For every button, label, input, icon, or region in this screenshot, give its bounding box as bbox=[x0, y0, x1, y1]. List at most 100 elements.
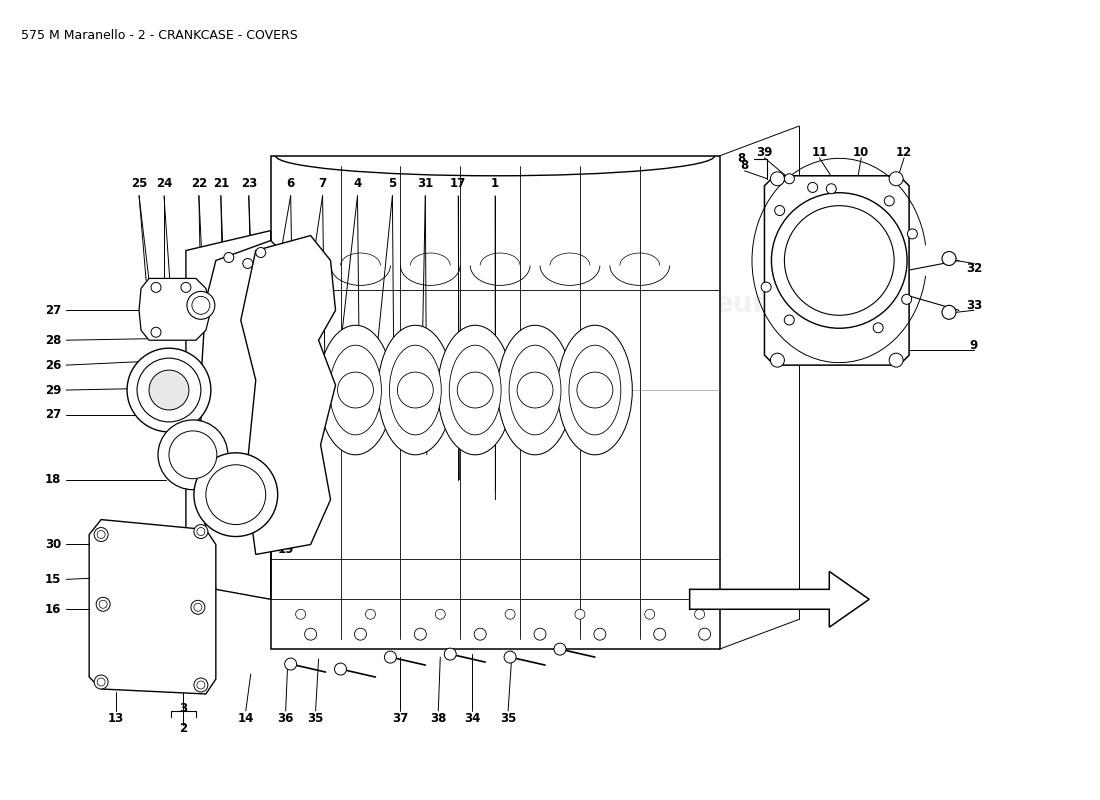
Circle shape bbox=[206, 465, 266, 525]
Text: 27: 27 bbox=[45, 304, 62, 317]
Ellipse shape bbox=[449, 345, 502, 435]
Text: 28: 28 bbox=[45, 334, 62, 346]
Circle shape bbox=[444, 648, 456, 660]
Text: 12: 12 bbox=[896, 146, 912, 159]
Circle shape bbox=[505, 610, 515, 619]
Text: 31: 31 bbox=[417, 178, 433, 190]
Circle shape bbox=[338, 372, 373, 408]
Text: 38: 38 bbox=[430, 712, 447, 726]
Text: 22: 22 bbox=[190, 178, 207, 190]
Circle shape bbox=[334, 663, 346, 675]
Circle shape bbox=[96, 598, 110, 611]
Circle shape bbox=[774, 206, 784, 215]
Circle shape bbox=[255, 247, 266, 258]
Circle shape bbox=[784, 315, 794, 325]
Text: 23: 23 bbox=[241, 178, 257, 190]
Circle shape bbox=[305, 628, 317, 640]
Circle shape bbox=[285, 658, 297, 670]
Circle shape bbox=[826, 184, 836, 194]
Text: 16: 16 bbox=[45, 602, 62, 616]
Text: eurospares: eurospares bbox=[304, 431, 532, 465]
Ellipse shape bbox=[378, 326, 453, 455]
Text: 30: 30 bbox=[45, 538, 62, 551]
Circle shape bbox=[576, 372, 613, 408]
Text: 19: 19 bbox=[277, 543, 294, 556]
Text: 39: 39 bbox=[757, 146, 772, 159]
Polygon shape bbox=[139, 278, 211, 340]
Circle shape bbox=[770, 172, 784, 186]
Circle shape bbox=[436, 610, 446, 619]
Ellipse shape bbox=[318, 326, 393, 455]
Circle shape bbox=[534, 628, 546, 640]
Circle shape bbox=[197, 681, 205, 689]
Polygon shape bbox=[764, 176, 909, 365]
Circle shape bbox=[243, 258, 253, 269]
Circle shape bbox=[884, 196, 894, 206]
Circle shape bbox=[296, 610, 306, 619]
Text: 26: 26 bbox=[45, 358, 62, 372]
Text: 21: 21 bbox=[212, 178, 229, 190]
Circle shape bbox=[151, 327, 161, 338]
Circle shape bbox=[873, 323, 883, 333]
Text: 25: 25 bbox=[131, 178, 147, 190]
Text: 35: 35 bbox=[499, 712, 516, 726]
Text: 35: 35 bbox=[307, 712, 323, 726]
Text: 8: 8 bbox=[740, 159, 749, 172]
Circle shape bbox=[384, 651, 396, 663]
Text: eurospares: eurospares bbox=[715, 290, 890, 318]
Text: 29: 29 bbox=[45, 383, 62, 397]
Ellipse shape bbox=[330, 345, 382, 435]
Circle shape bbox=[807, 182, 817, 193]
Circle shape bbox=[694, 610, 705, 619]
Text: 575 M Maranello - 2 - CRANKCASE - COVERS: 575 M Maranello - 2 - CRANKCASE - COVERS bbox=[21, 30, 298, 42]
Text: 33: 33 bbox=[966, 299, 982, 312]
Circle shape bbox=[169, 431, 217, 478]
Circle shape bbox=[594, 628, 606, 640]
Circle shape bbox=[158, 420, 228, 490]
Text: 3: 3 bbox=[179, 702, 187, 715]
Circle shape bbox=[517, 372, 553, 408]
Text: 13: 13 bbox=[108, 712, 124, 726]
Text: 18: 18 bbox=[45, 474, 62, 486]
Ellipse shape bbox=[794, 210, 884, 310]
Circle shape bbox=[653, 628, 666, 640]
Circle shape bbox=[194, 603, 202, 611]
Text: 8: 8 bbox=[737, 152, 746, 166]
Circle shape bbox=[194, 678, 208, 692]
Circle shape bbox=[784, 174, 794, 184]
Circle shape bbox=[889, 353, 903, 367]
Polygon shape bbox=[89, 519, 216, 694]
Circle shape bbox=[771, 193, 907, 328]
Text: 20: 20 bbox=[287, 521, 304, 534]
Ellipse shape bbox=[438, 326, 513, 455]
Circle shape bbox=[415, 628, 427, 640]
Circle shape bbox=[365, 610, 375, 619]
Circle shape bbox=[504, 651, 516, 663]
Text: 6: 6 bbox=[286, 178, 295, 190]
Polygon shape bbox=[186, 230, 271, 590]
Circle shape bbox=[197, 527, 205, 535]
Text: 7: 7 bbox=[319, 178, 327, 190]
Circle shape bbox=[95, 675, 108, 689]
Text: 9: 9 bbox=[970, 338, 978, 352]
Circle shape bbox=[128, 348, 211, 432]
Circle shape bbox=[223, 253, 234, 262]
Circle shape bbox=[151, 282, 161, 292]
Text: 11: 11 bbox=[811, 146, 827, 159]
Circle shape bbox=[474, 628, 486, 640]
Text: 14: 14 bbox=[238, 712, 254, 726]
Text: 4: 4 bbox=[353, 178, 362, 190]
Circle shape bbox=[99, 600, 107, 608]
Ellipse shape bbox=[569, 345, 620, 435]
Circle shape bbox=[902, 294, 912, 304]
Ellipse shape bbox=[509, 345, 561, 435]
Polygon shape bbox=[201, 241, 296, 599]
Circle shape bbox=[180, 282, 191, 292]
Circle shape bbox=[95, 527, 108, 542]
Text: 5: 5 bbox=[388, 178, 396, 190]
Circle shape bbox=[194, 525, 208, 538]
Circle shape bbox=[645, 610, 654, 619]
Polygon shape bbox=[271, 156, 719, 649]
Ellipse shape bbox=[558, 326, 632, 455]
Circle shape bbox=[458, 372, 493, 408]
